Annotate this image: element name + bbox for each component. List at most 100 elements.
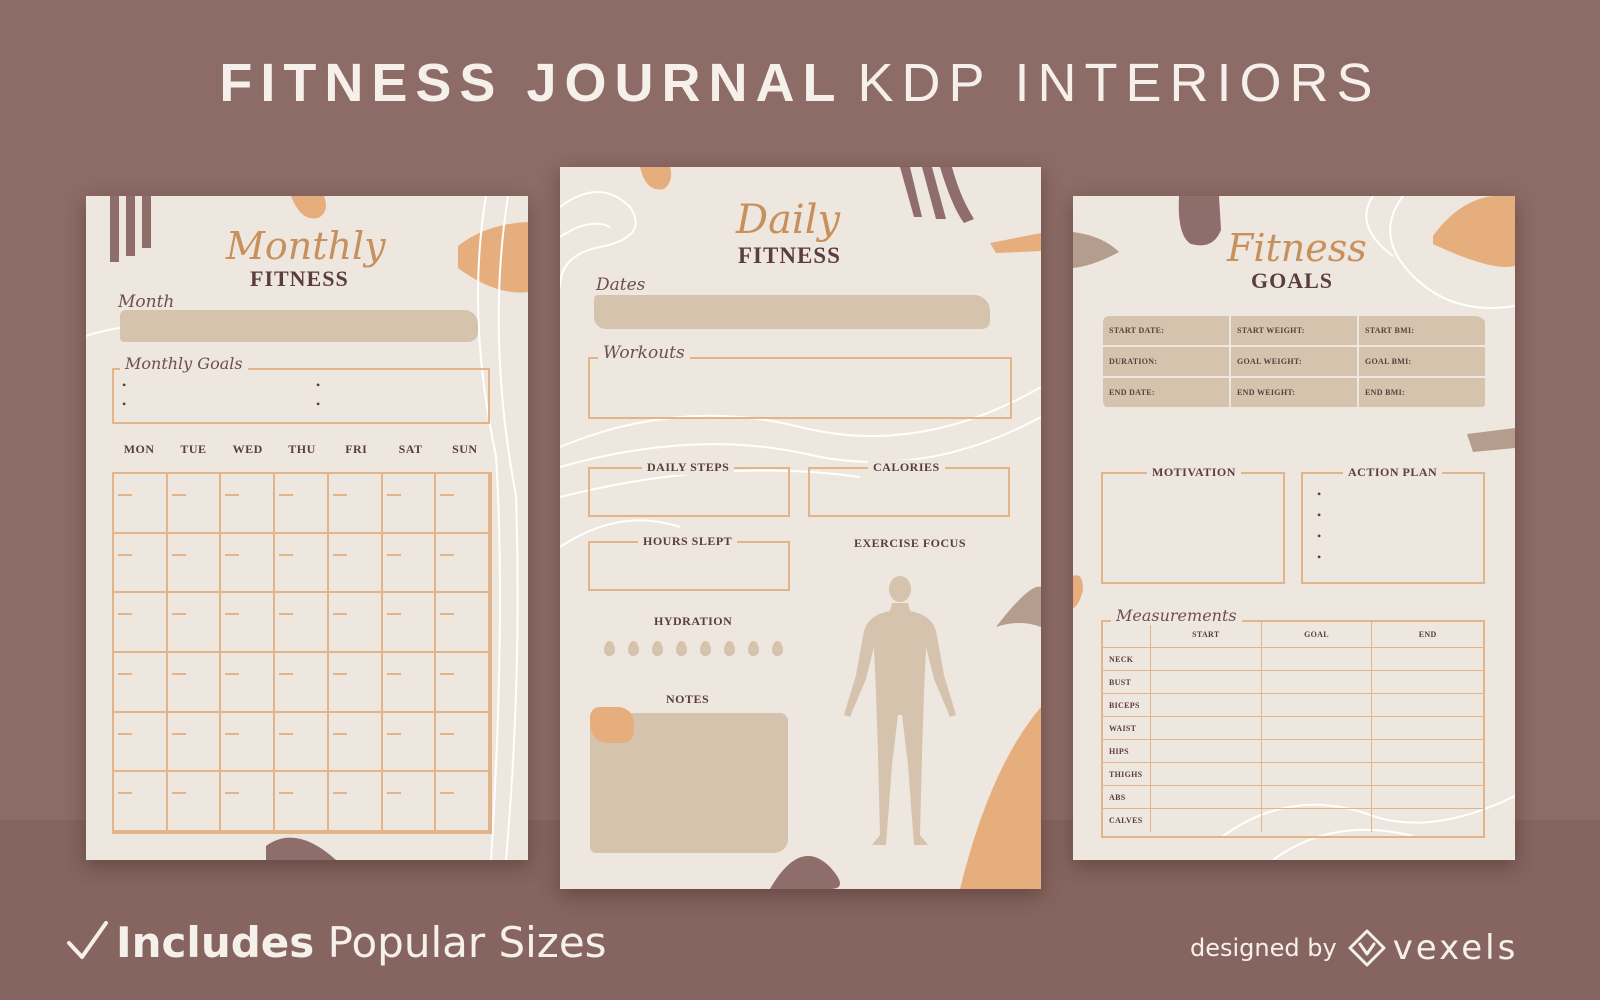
measurement-value-cell[interactable] — [1151, 809, 1262, 832]
calendar-day-cell[interactable] — [275, 772, 329, 832]
goal-stat-cell[interactable]: START BMI: — [1359, 316, 1487, 347]
calendar-day-cell[interactable] — [221, 593, 276, 653]
calendar-day-cell[interactable] — [382, 772, 437, 832]
action-bullet: • — [1317, 487, 1322, 501]
measurement-value-cell[interactable] — [1372, 740, 1483, 762]
weekday-label: MON — [123, 442, 155, 456]
water-drop-icon[interactable] — [748, 641, 759, 656]
workouts-box[interactable] — [588, 357, 1012, 419]
calendar-day-cell[interactable] — [275, 533, 329, 594]
measurement-value-cell[interactable] — [1372, 717, 1483, 739]
water-drop-icon[interactable] — [772, 641, 783, 656]
calendar-day-cell[interactable] — [167, 593, 222, 653]
calendar-day-cell[interactable] — [167, 772, 222, 832]
calendar-day-cell[interactable] — [167, 712, 222, 773]
goal-stat-cell[interactable]: END WEIGHT: — [1231, 378, 1359, 409]
goal-stat-cell[interactable]: GOAL WEIGHT: — [1231, 347, 1359, 378]
calendar-day-cell[interactable] — [436, 712, 490, 773]
water-drop-icon[interactable] — [652, 641, 663, 656]
calendar-day-cell[interactable] — [275, 712, 329, 773]
measurement-value-cell[interactable] — [1262, 740, 1373, 762]
action-plan-box[interactable] — [1301, 472, 1485, 584]
calendar-day-cell[interactable] — [275, 474, 329, 534]
calendar-day-cell[interactable] — [221, 653, 276, 713]
calendar-day-cell[interactable] — [114, 772, 168, 832]
calendar-day-cell[interactable] — [436, 653, 490, 713]
measurement-value-cell[interactable] — [1262, 717, 1373, 739]
measurement-value-cell[interactable] — [1372, 786, 1483, 808]
measurement-value-cell[interactable] — [1151, 671, 1262, 693]
calendar-day-cell[interactable] — [221, 533, 276, 594]
calendar-day-cell[interactable] — [114, 593, 168, 653]
weekday-header: MON TUE WED THU FRI SAT SUN — [112, 442, 492, 457]
water-drop-icon[interactable] — [628, 641, 639, 656]
water-drop-icon[interactable] — [604, 641, 615, 656]
measurement-value-cell[interactable] — [1151, 786, 1262, 808]
calendar-day-cell[interactable] — [382, 474, 437, 534]
calendar-day-cell[interactable] — [328, 593, 383, 653]
measurement-value-cell[interactable] — [1151, 648, 1262, 670]
dates-field[interactable] — [594, 295, 990, 329]
calendar-day-cell[interactable] — [328, 653, 383, 713]
goal-stat-cell[interactable]: GOAL BMI: — [1359, 347, 1487, 378]
goal-stat-cell[interactable]: START DATE: — [1103, 316, 1231, 347]
calendar-day-cell[interactable] — [167, 474, 222, 534]
measurement-value-cell[interactable] — [1372, 763, 1483, 785]
measurement-value-cell[interactable] — [1151, 717, 1262, 739]
measurement-value-cell[interactable] — [1262, 809, 1373, 832]
calendar-day-cell[interactable] — [221, 474, 276, 534]
calendar-day-cell[interactable] — [382, 593, 437, 653]
calendar-day-cell[interactable] — [382, 533, 437, 594]
measurements-label: Measurements — [1111, 606, 1242, 625]
calendar-day-cell[interactable] — [328, 474, 383, 534]
measurement-value-cell[interactable] — [1262, 648, 1373, 670]
calendar-day-cell[interactable] — [167, 533, 222, 594]
measurement-value-cell[interactable] — [1372, 671, 1483, 693]
measurement-value-cell[interactable] — [1151, 694, 1262, 716]
water-drop-icon[interactable] — [724, 641, 735, 656]
motivation-box[interactable] — [1101, 472, 1285, 584]
includes-bold: Includes — [116, 918, 315, 967]
calendar-day-cell[interactable] — [328, 533, 383, 594]
measurement-label: NECK — [1103, 648, 1151, 670]
measurement-value-cell[interactable] — [1262, 671, 1373, 693]
calendar-day-cell[interactable] — [114, 653, 168, 713]
goal-stat-cell[interactable]: END DATE: — [1103, 378, 1231, 409]
measurement-value-cell[interactable] — [1151, 740, 1262, 762]
calendar-day-cell[interactable] — [382, 712, 437, 773]
measurement-value-cell[interactable] — [1372, 648, 1483, 670]
calendar-day-cell[interactable] — [436, 772, 490, 832]
measurement-value-cell[interactable] — [1262, 786, 1373, 808]
calendar-day-cell[interactable] — [328, 772, 383, 832]
goal-stat-cell[interactable]: DURATION: — [1103, 347, 1231, 378]
goal-stat-cell[interactable]: END BMI: — [1359, 378, 1487, 409]
calendar-day-cell[interactable] — [221, 712, 276, 773]
calendar-day-cell[interactable] — [221, 772, 276, 832]
calendar-day-cell[interactable] — [114, 533, 168, 594]
measurement-value-cell[interactable] — [1372, 694, 1483, 716]
includes-popular-sizes: Includes Popular Sizes — [66, 918, 607, 967]
includes-rest: Popular Sizes — [327, 918, 607, 967]
monthly-script-title: Monthly — [226, 224, 386, 268]
weekday-label: SAT — [398, 442, 423, 456]
calendar-day-cell[interactable] — [328, 712, 383, 773]
measurement-value-cell[interactable] — [1372, 809, 1483, 832]
calendar-day-cell[interactable] — [114, 712, 168, 773]
calendar-day-cell[interactable] — [275, 653, 329, 713]
calendar-day-cell[interactable] — [436, 593, 490, 653]
monthly-goals-box[interactable] — [112, 368, 490, 424]
calendar-day-cell[interactable] — [275, 593, 329, 653]
calendar-day-cell[interactable] — [114, 474, 168, 534]
goal-stat-cell[interactable]: START WEIGHT: — [1231, 316, 1359, 347]
measurement-value-cell[interactable] — [1151, 763, 1262, 785]
measurement-label: ABS — [1103, 786, 1151, 808]
measurement-value-cell[interactable] — [1262, 763, 1373, 785]
calendar-day-cell[interactable] — [436, 474, 490, 534]
water-drop-icon[interactable] — [700, 641, 711, 656]
calendar-day-cell[interactable] — [436, 533, 490, 594]
month-field[interactable] — [120, 310, 478, 342]
calendar-day-cell[interactable] — [167, 653, 222, 713]
measurement-value-cell[interactable] — [1262, 694, 1373, 716]
water-drop-icon[interactable] — [676, 641, 687, 656]
calendar-day-cell[interactable] — [382, 653, 437, 713]
